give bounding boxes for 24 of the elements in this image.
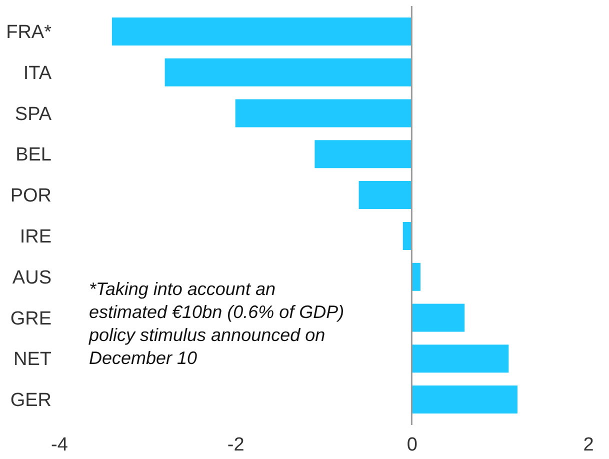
bar xyxy=(112,17,412,46)
x-tick-label: 0 xyxy=(406,434,418,456)
y-tick-label: BEL xyxy=(16,144,52,166)
bar xyxy=(412,344,509,373)
bar xyxy=(235,99,412,128)
bar xyxy=(164,58,412,86)
bar xyxy=(314,140,412,168)
x-tick-label: -4 xyxy=(51,434,68,456)
x-tick-label: -2 xyxy=(227,434,244,456)
y-tick-label: SPA xyxy=(14,104,52,125)
y-tick-label: IRE xyxy=(20,226,52,248)
y-tick-label: NET xyxy=(14,349,52,370)
bar xyxy=(358,181,412,210)
y-tick-label: POR xyxy=(10,186,52,207)
bar xyxy=(412,304,465,332)
y-tick-label: AUS xyxy=(12,267,52,288)
bar xyxy=(412,386,518,414)
y-tick-label: GER xyxy=(10,390,52,412)
annotation: *Taking into account an estimated €10bn (0.6% of GDP) policy stimulus announced on December 10 xyxy=(88,279,344,368)
x-tick-label: 2 xyxy=(583,434,594,456)
y-tick-label: FRA* xyxy=(6,22,52,43)
bar xyxy=(402,222,412,250)
y-tick-label: GRE xyxy=(10,308,52,330)
y-tick-label: ITA xyxy=(23,62,52,84)
